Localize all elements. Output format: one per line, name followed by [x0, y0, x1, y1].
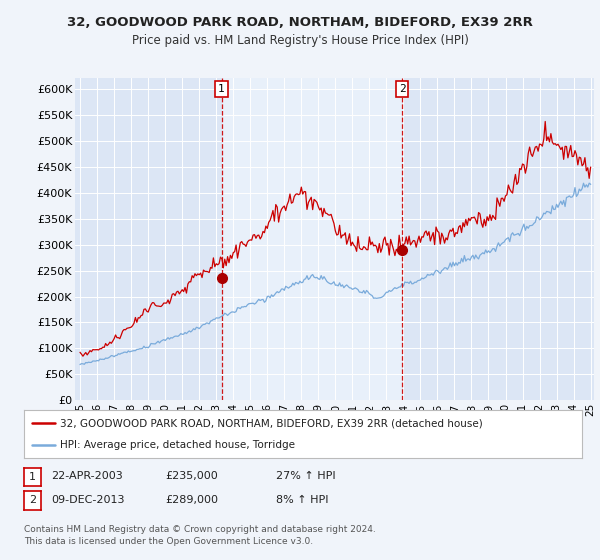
- Text: £235,000: £235,000: [165, 471, 218, 481]
- Text: HPI: Average price, detached house, Torridge: HPI: Average price, detached house, Torr…: [60, 440, 295, 450]
- Text: £289,000: £289,000: [165, 494, 218, 505]
- Text: 32, GOODWOOD PARK ROAD, NORTHAM, BIDEFORD, EX39 2RR (detached house): 32, GOODWOOD PARK ROAD, NORTHAM, BIDEFOR…: [60, 418, 483, 428]
- Text: 22-APR-2003: 22-APR-2003: [51, 471, 123, 481]
- Text: Contains HM Land Registry data © Crown copyright and database right 2024.
This d: Contains HM Land Registry data © Crown c…: [24, 525, 376, 546]
- Text: 1: 1: [29, 472, 36, 482]
- Text: 09-DEC-2013: 09-DEC-2013: [51, 494, 125, 505]
- Text: 32, GOODWOOD PARK ROAD, NORTHAM, BIDEFORD, EX39 2RR: 32, GOODWOOD PARK ROAD, NORTHAM, BIDEFOR…: [67, 16, 533, 29]
- Text: 2: 2: [398, 84, 406, 94]
- Text: 27% ↑ HPI: 27% ↑ HPI: [276, 471, 335, 481]
- Text: 2: 2: [29, 496, 36, 505]
- Text: 1: 1: [218, 84, 225, 94]
- Text: Price paid vs. HM Land Registry's House Price Index (HPI): Price paid vs. HM Land Registry's House …: [131, 34, 469, 46]
- Bar: [221, 78, 402, 400]
- Text: 8% ↑ HPI: 8% ↑ HPI: [276, 494, 329, 505]
